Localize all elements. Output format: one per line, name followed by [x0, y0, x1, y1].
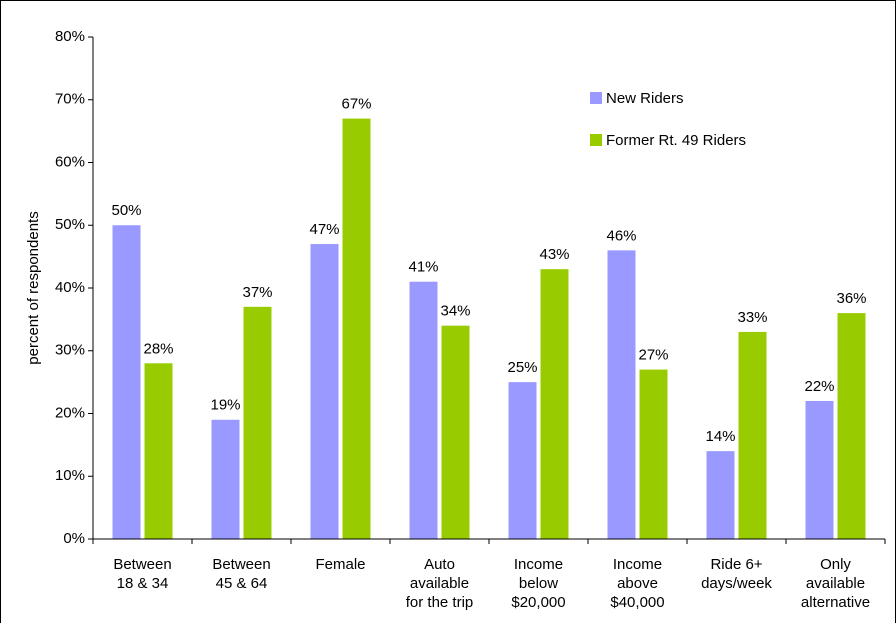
data-label: 25%	[507, 359, 537, 376]
x-tick-label: $20,000	[511, 594, 565, 611]
x-tick-label: available	[410, 575, 469, 592]
data-label: 46%	[606, 227, 636, 244]
legend-swatch	[590, 134, 602, 146]
legend-label: Former Rt. 49 Riders	[606, 132, 746, 149]
data-label: 67%	[341, 96, 371, 113]
bar	[607, 250, 636, 539]
y-tick-label: 0%	[63, 530, 85, 547]
data-label: 33%	[737, 309, 767, 326]
bar	[805, 400, 834, 539]
bar	[508, 382, 537, 539]
x-tick-label: Auto	[424, 556, 455, 573]
data-label: 50%	[111, 202, 141, 219]
y-tick-label: 80%	[55, 28, 85, 45]
y-tick-label: 50%	[55, 216, 85, 233]
data-label: 19%	[210, 397, 240, 414]
x-tick-label: $40,000	[610, 594, 664, 611]
x-tick-label: Income	[514, 556, 563, 573]
legend-swatch	[590, 92, 602, 104]
data-label: 41%	[408, 259, 438, 276]
data-label: 47%	[309, 221, 339, 238]
x-tick-label: Ride 6+	[710, 556, 762, 573]
y-tick-label: 30%	[55, 342, 85, 359]
x-tick-label: available	[806, 575, 865, 592]
x-tick-label: 45 & 64	[216, 575, 268, 592]
bar	[441, 325, 470, 539]
x-tick-label: for the trip	[406, 594, 474, 611]
x-tick-label: Income	[613, 556, 662, 573]
bar	[706, 451, 735, 539]
data-label: 43%	[539, 246, 569, 263]
x-tick-label: days/week	[701, 575, 772, 592]
bar	[112, 225, 141, 539]
bar	[639, 369, 668, 539]
data-label: 36%	[836, 290, 866, 307]
y-tick-label: 10%	[55, 467, 85, 484]
x-tick-label: Between	[113, 556, 171, 573]
bar	[310, 244, 339, 539]
bar	[409, 281, 438, 539]
data-label: 28%	[143, 340, 173, 357]
y-tick-label: 60%	[55, 153, 85, 170]
data-label: 34%	[440, 303, 470, 320]
legend-label: New Riders	[606, 90, 684, 107]
x-tick-label: alternative	[801, 594, 870, 611]
data-label: 22%	[804, 378, 834, 395]
bar	[837, 313, 866, 539]
x-tick-label: 18 & 34	[117, 575, 169, 592]
bar	[243, 306, 272, 539]
data-label: 27%	[638, 347, 668, 364]
bar	[211, 419, 240, 539]
x-tick-label: Between	[212, 556, 270, 573]
y-tick-label: 40%	[55, 279, 85, 296]
x-tick-label: Female	[315, 556, 365, 573]
y-axis-title: percent of respondents	[25, 211, 42, 364]
data-label: 37%	[242, 284, 272, 301]
x-tick-label: below	[519, 575, 558, 592]
bar	[342, 118, 371, 539]
x-tick-label: above	[617, 575, 658, 592]
x-tick-label: Only	[820, 556, 851, 573]
y-tick-label: 20%	[55, 404, 85, 421]
bar	[738, 331, 767, 539]
data-label: 14%	[705, 428, 735, 445]
bar	[144, 363, 173, 539]
y-tick-label: 70%	[55, 91, 85, 108]
bar	[540, 269, 569, 539]
